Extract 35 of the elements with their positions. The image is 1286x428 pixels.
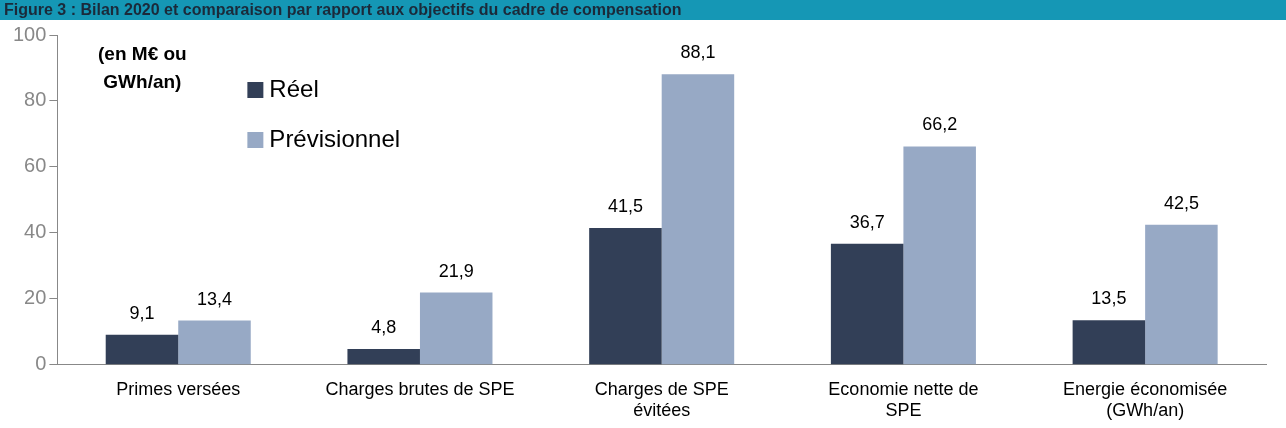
bar [1145, 224, 1218, 365]
data-label: 13,4 [196, 288, 233, 309]
data-label: 4,8 [371, 316, 397, 337]
bar [830, 243, 904, 365]
bar [903, 146, 976, 365]
x-tick-label: Primes versées [116, 378, 241, 399]
legend-label: Prévisionnel [269, 124, 401, 152]
y-tick-label: 80 [24, 88, 47, 111]
data-label: 13,5 [1091, 288, 1127, 309]
x-tick-label: Charges brutes de SPE [325, 378, 515, 399]
y-tick-label: 0 [35, 352, 47, 375]
legend-label: Réel [269, 74, 319, 102]
bar [589, 227, 662, 365]
bar [661, 74, 735, 365]
data-label: 88,1 [680, 42, 716, 63]
bar [419, 292, 493, 365]
y-tick-label: 40 [24, 220, 47, 243]
data-label: 9,1 [129, 302, 155, 323]
x-tick-label: Economie nette de SPE [828, 378, 979, 421]
bar [105, 334, 179, 365]
data-label: 66,2 [922, 114, 958, 135]
data-label: 36,7 [849, 211, 885, 232]
y-tick-label: 100 [12, 22, 47, 45]
chart-title: Figure 3 : Bilan 2020 et comparaison par rapport aux objectifs du cadre de compensation [0, 0, 1286, 20]
bar [178, 320, 251, 365]
bar [347, 348, 420, 365]
y-tick-label: 20 [24, 286, 47, 309]
x-tick-label: Charges de SPE évitées [594, 378, 729, 421]
data-label: 42,5 [1163, 192, 1199, 213]
data-label: 21,9 [438, 260, 474, 281]
bar [1072, 320, 1146, 365]
data-label: 41,5 [607, 195, 643, 216]
x-tick-label: Energie économisée (GWh/an) [1063, 378, 1228, 421]
y-axis-title: (en M€ ou GWh/an) [98, 42, 187, 92]
y-tick-label: 60 [24, 154, 47, 177]
